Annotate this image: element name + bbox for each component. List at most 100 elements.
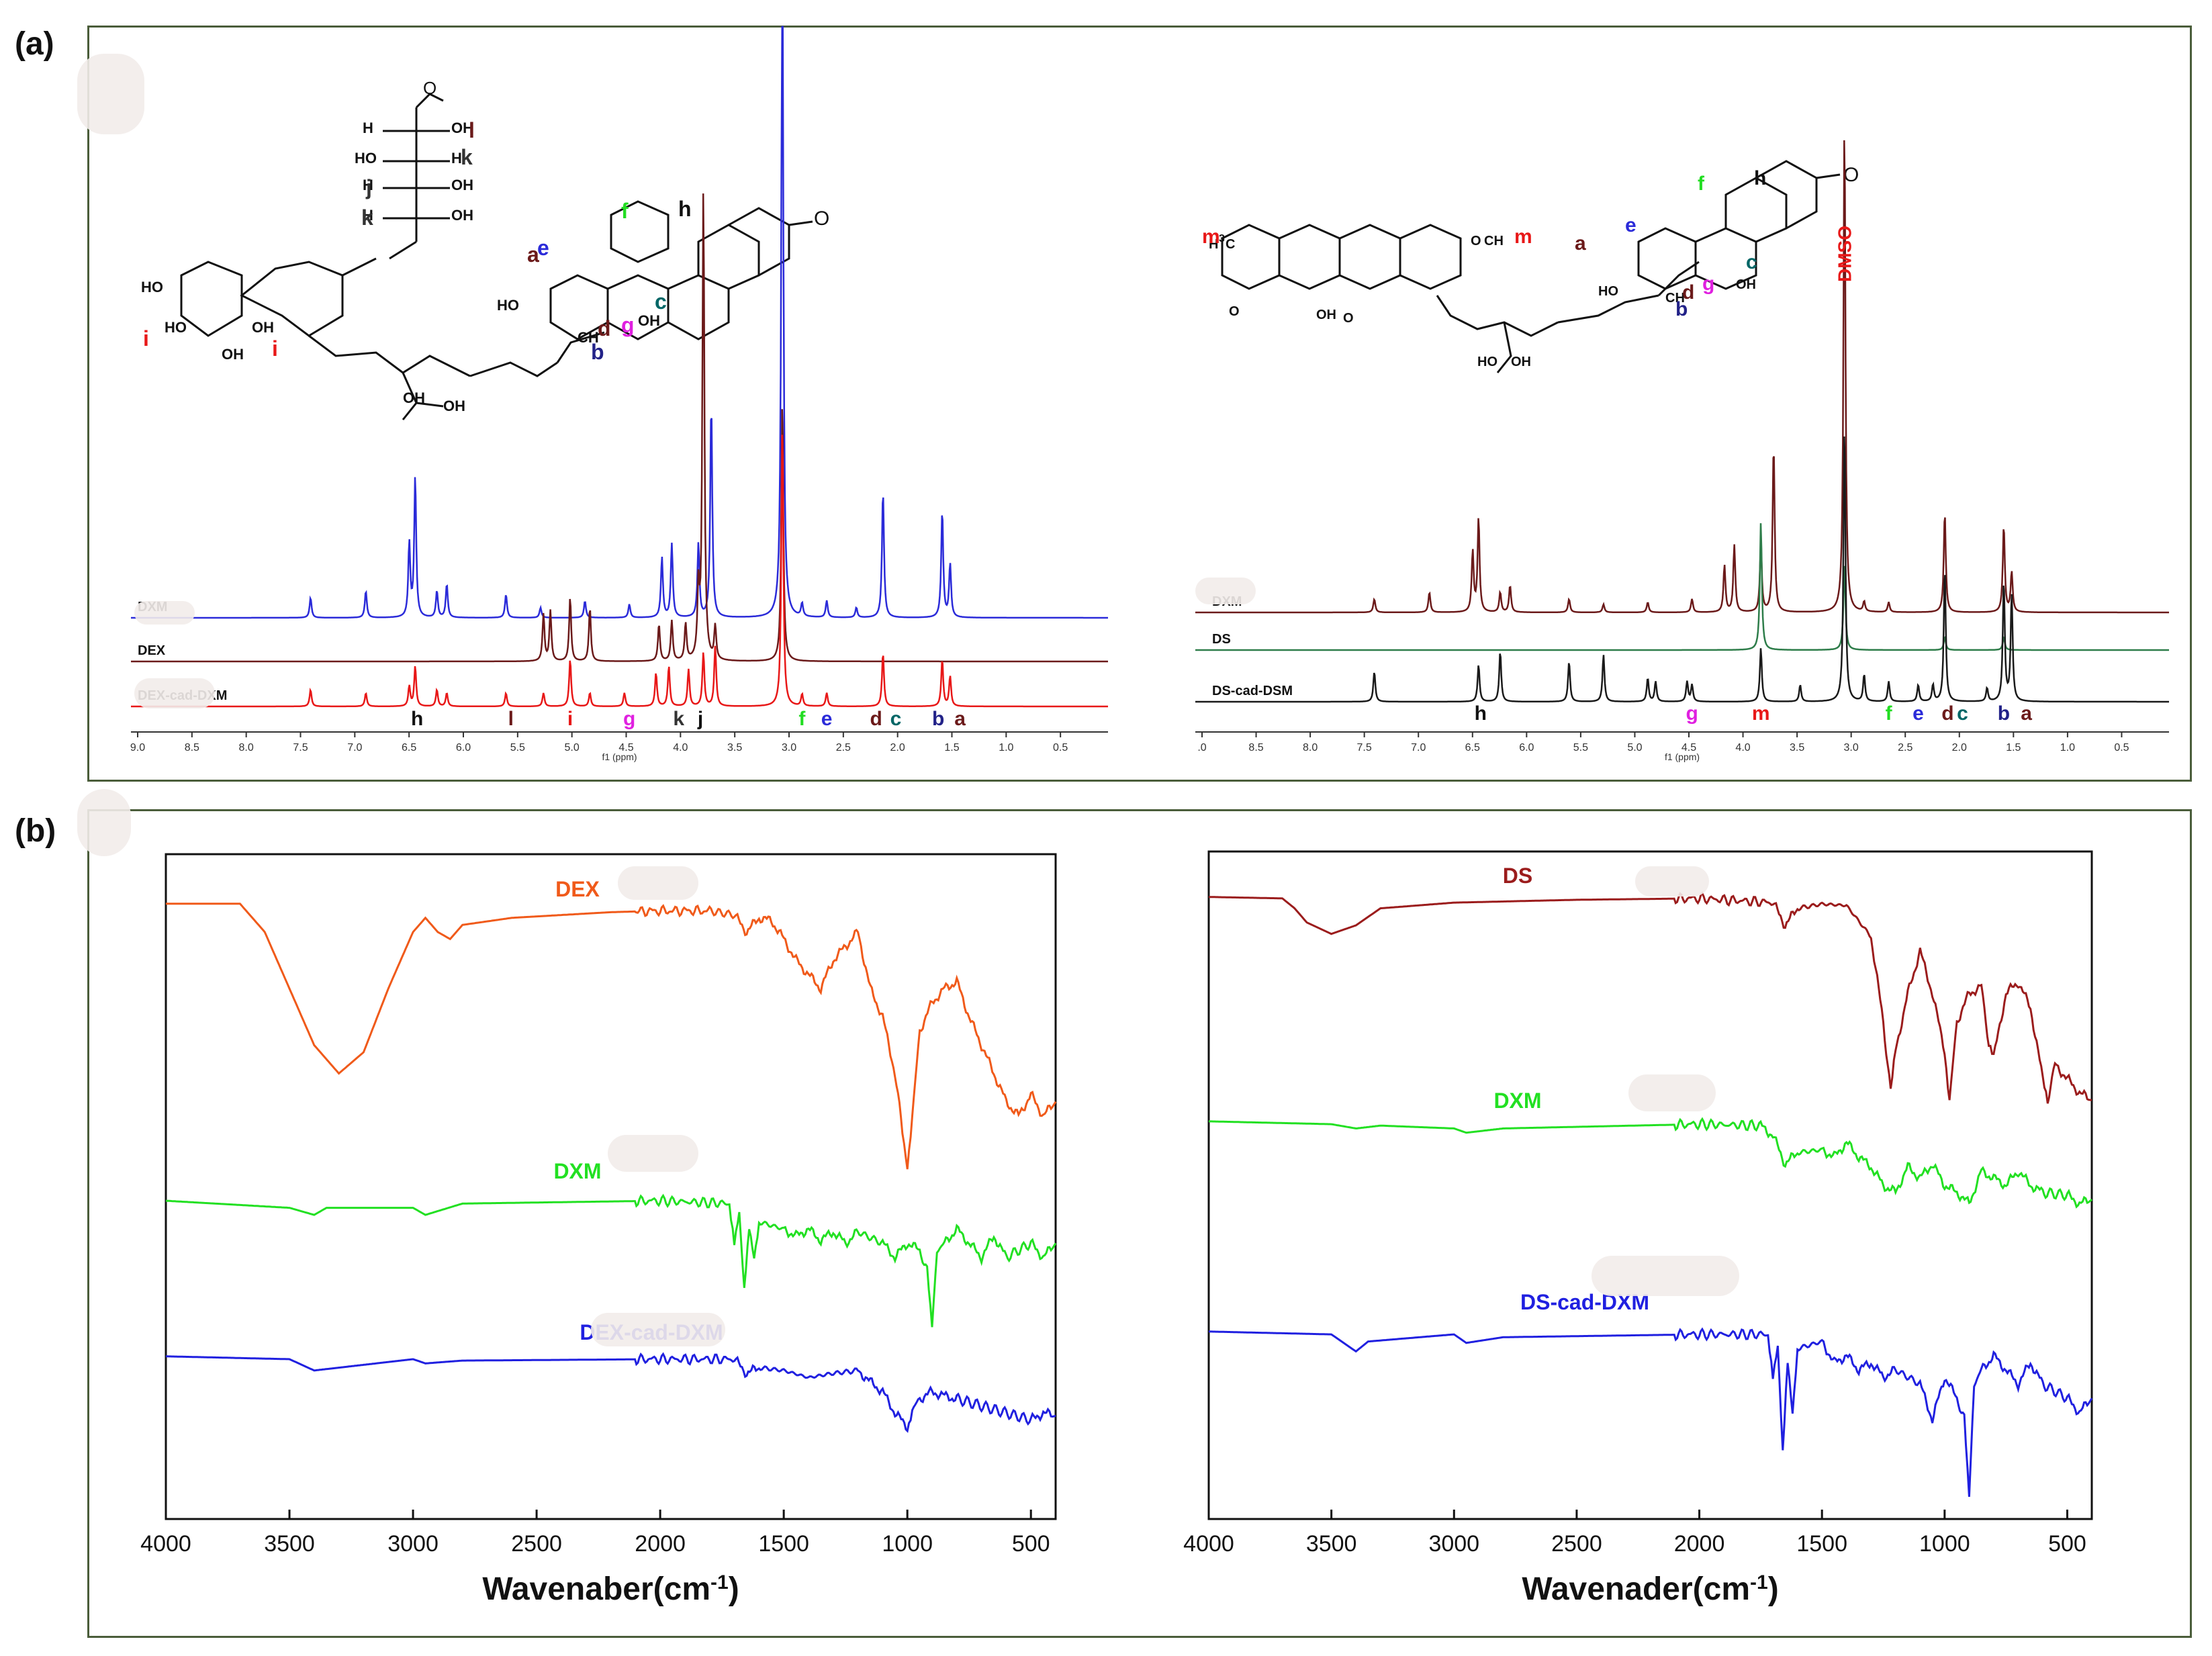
panel-a-label: (a) xyxy=(15,26,54,62)
ftir-left-series-dxm xyxy=(165,1193,1057,1328)
svg-text:OH: OH xyxy=(451,177,473,193)
nmr-right-tick-label: 0.5 xyxy=(2114,742,2129,753)
svg-text:HO: HO xyxy=(1477,355,1497,369)
nmr-right-peak-label: b xyxy=(1998,702,2010,725)
ftir-left-tick-label: 1000 xyxy=(882,1531,933,1557)
svg-text:C: C xyxy=(1226,237,1235,252)
ftir-right-series-ds-cad-dxm xyxy=(1208,1327,2093,1497)
nmr-right-tick-label: 6.0 xyxy=(1519,742,1534,753)
nmr-left-peak-label: k xyxy=(673,708,684,730)
svg-text:k: k xyxy=(361,205,373,230)
svg-text:a: a xyxy=(1575,232,1586,255)
svg-text:b: b xyxy=(1675,298,1688,320)
nmr-left-tick-label: 8.5 xyxy=(185,742,199,753)
nmr-right-x-label: f1 (ppm) xyxy=(1665,751,1700,762)
svg-text:j: j xyxy=(365,175,372,199)
ds-cad-dxm-structure xyxy=(1221,160,1841,373)
nmr-left-tick-label: 1.0 xyxy=(999,742,1013,753)
svg-text:H: H xyxy=(363,207,373,224)
svg-text:d: d xyxy=(598,316,611,340)
svg-text:l: l xyxy=(469,118,475,142)
nmr-left-series-dex xyxy=(131,193,1108,663)
ftir-left-tick-label: 1500 xyxy=(758,1531,809,1557)
svg-text:OH: OH xyxy=(1316,308,1336,322)
ftir-right-plot-frame xyxy=(1207,850,2093,1520)
panel-b-label: (b) xyxy=(15,813,56,849)
svg-text:HO: HO xyxy=(165,319,187,336)
svg-text:g: g xyxy=(621,313,635,337)
svg-text:O: O xyxy=(1843,164,1859,186)
dex-cad-dxm-structure-letters: l k j k i i a e f h g c d b xyxy=(143,118,692,364)
nmr-right-tick-label: 7.5 xyxy=(1357,742,1372,753)
nmr-left-tick-label: 9.0 xyxy=(130,742,145,753)
svg-text:O: O xyxy=(1229,304,1240,319)
svg-text:CH: CH xyxy=(578,329,599,346)
svg-text:m: m xyxy=(1202,226,1220,248)
svg-text:i: i xyxy=(272,336,278,361)
svg-text:a: a xyxy=(527,242,539,267)
nmr-left-peak-label: d xyxy=(870,708,882,730)
nmr-right-series-ds xyxy=(1195,523,2169,651)
ftir-right-chart: 4000 3500 3000 2500 2000 1500 1000 500 Wavenader… xyxy=(1183,850,2093,1607)
nmr-right-chart: .0 8.5 8.0 7.5 7.0 6.5 6.0 5.5 5.0 4.5 4.0 3.5 3.0 2.… xyxy=(1195,140,2169,762)
svg-text:HO: HO xyxy=(1598,284,1618,299)
svg-text:CH: CH xyxy=(1665,291,1685,306)
svg-text:HO: HO xyxy=(355,150,377,167)
svg-text:i: i xyxy=(143,326,149,351)
nmr-left-chart: 9.0 8.5 8.0 7.5 7.0 6.5 6.0 5.5 5.0 4.5 4.0 3.5 3.0 2… xyxy=(130,26,1108,762)
svg-text:h: h xyxy=(1754,167,1766,189)
ftir-left-tick-label: 500 xyxy=(1012,1531,1050,1557)
nmr-left-tick-label: 2.0 xyxy=(890,742,905,753)
svg-text:O: O xyxy=(1343,311,1354,326)
ftir-left-chart: 4000 3500 3000 2500 2000 1500 1000 500 Wavenaber… xyxy=(140,853,1057,1608)
ftir-left-series-label: DXM xyxy=(553,1159,601,1183)
smear-8 xyxy=(1592,1256,1739,1296)
nmr-right-series-label: DS-cad-DSM xyxy=(1212,684,1293,698)
nmr-right-peak-label: m xyxy=(1752,702,1770,725)
nmr-right-tick-label: 5.5 xyxy=(1573,742,1588,753)
smear-10 xyxy=(134,601,195,625)
nmr-right-series-ds-cad-dsm xyxy=(1195,436,2169,703)
ftir-left-tick-label: 3500 xyxy=(264,1531,315,1557)
ftir-right-series-label: DXM xyxy=(1493,1089,1541,1113)
nmr-right-tick-label: 6.5 xyxy=(1465,742,1480,753)
svg-text:e: e xyxy=(537,236,549,260)
nmr-right-peak-label: c xyxy=(1957,702,1968,725)
ftir-right-tick-label: 3500 xyxy=(1306,1531,1357,1557)
nmr-right-tick-label: 2.5 xyxy=(1898,742,1913,753)
nmr-left-series-dxm xyxy=(131,26,1108,619)
nmr-right-tick-label: 4.5 xyxy=(1681,742,1696,753)
smear-1 xyxy=(77,54,144,134)
nmr-left-peak-label: f xyxy=(798,708,806,730)
nmr-right-peak-label: e xyxy=(1913,702,1924,725)
ftir-left-x-label: Wavenaber(cm-1) xyxy=(482,1571,739,1608)
nmr-left-series-dex-cad-dxm xyxy=(131,434,1108,708)
svg-text:f: f xyxy=(1698,173,1705,195)
ftir-right-series-ds xyxy=(1209,891,2092,1104)
svg-text:OH: OH xyxy=(252,319,274,336)
nmr-right-annotation-dmso: DMSO xyxy=(1835,226,1855,282)
svg-text:O: O xyxy=(1471,234,1481,248)
svg-text:3: 3 xyxy=(1219,233,1225,244)
nmr-right-tick-label: 3.5 xyxy=(1790,742,1804,753)
nmr-right-series-label: DS xyxy=(1212,632,1231,647)
svg-text:OH: OH xyxy=(403,389,425,406)
svg-text:m: m xyxy=(1514,226,1532,248)
ftir-right-tick-label: 1500 xyxy=(1796,1531,1847,1557)
svg-text:OH: OH xyxy=(638,312,660,329)
svg-text:g: g xyxy=(1702,273,1714,295)
ftir-left-tick-label: 3000 xyxy=(387,1531,439,1557)
svg-text:OH: OH xyxy=(451,120,473,136)
svg-text:OH: OH xyxy=(222,346,244,363)
nmr-left-tick-label: 3.0 xyxy=(782,742,796,753)
svg-text:CH: CH xyxy=(1484,234,1504,248)
ftir-right-tick-label: 500 xyxy=(2048,1531,2086,1557)
svg-text:H: H xyxy=(1209,237,1218,252)
nmr-left-tick-label: 6.0 xyxy=(456,742,471,753)
nmr-left-peak-label: c xyxy=(890,708,902,730)
smear-7 xyxy=(1628,1074,1716,1111)
nmr-left-peak-label: g xyxy=(623,708,635,730)
nmr-right-tick-label: 3.0 xyxy=(1844,742,1859,753)
nmr-left-tick-label: 7.5 xyxy=(293,742,308,753)
